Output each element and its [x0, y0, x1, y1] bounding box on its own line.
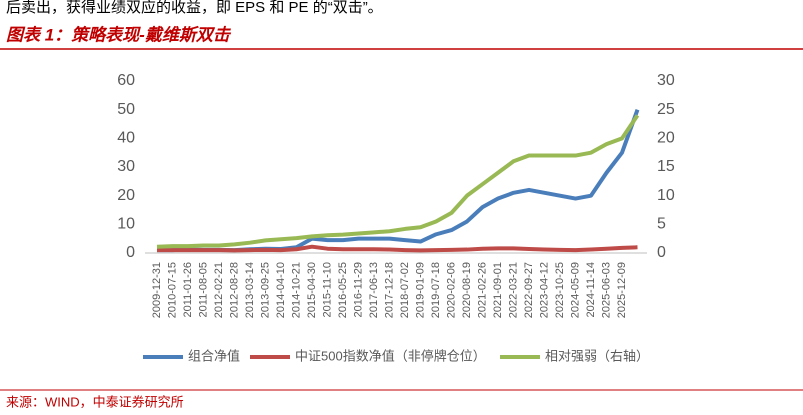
source: 来源：WIND，中泰证券研究所 [6, 394, 184, 409]
series-line [157, 244, 638, 253]
x-tick-label: 2016-05-25 [337, 262, 349, 318]
y-tick-label: 60 [117, 72, 135, 89]
x-tick-label: 2009-12-31 [151, 262, 163, 318]
y2-tick-label: 30 [657, 72, 675, 89]
x-tick-label: 2011-08-05 [197, 262, 209, 317]
x-tick-label: 2020-08-19 [461, 262, 473, 318]
y2-tick-label: 25 [657, 101, 675, 118]
y2-tick-label: 15 [657, 158, 675, 175]
x-tick-label: 2016-11-29 [352, 262, 364, 317]
x-tick-label: 2017-06-13 [368, 262, 380, 318]
x-tick-label: 2021-09-01 [492, 262, 504, 318]
y2-tick-label: 5 [657, 216, 666, 233]
y-tick-label: 0 [126, 244, 135, 261]
x-tick-label: 2022-03-21 [507, 262, 519, 318]
x-tick-label: 2014-04-10 [275, 262, 287, 318]
series-line [156, 114, 640, 249]
x-tick-label: 2023-04-12 [538, 262, 550, 318]
x-tick-label: 2017-12-18 [383, 262, 395, 318]
x-tick-label: 2023-10-25 [554, 262, 566, 318]
x-tick-label: 2012-08-28 [228, 262, 240, 318]
y-tick-label: 30 [117, 158, 135, 175]
x-tick-label: 2012-02-21 [213, 262, 225, 318]
legend-label: 组合净值 [188, 348, 240, 363]
y2-tick-label: 20 [657, 130, 675, 147]
y-tick-label: 20 [117, 187, 135, 204]
x-tick-label: 2024-11-14 [585, 262, 597, 317]
y2-tick-label: 0 [657, 244, 666, 261]
x-tick-label: 2022-09-27 [523, 262, 535, 318]
y2-tick-label: 10 [657, 187, 675, 204]
y-tick-label: 10 [117, 216, 135, 233]
x-tick-label: 2013-09-25 [259, 262, 271, 318]
x-tick-label: 2025-06-03 [600, 262, 612, 318]
y-tick-label: 40 [117, 130, 135, 147]
x-tick-label: 2020-02-06 [445, 262, 457, 318]
legend-label: 相对强弱（右轴） [545, 348, 649, 363]
x-tick-label: 2015-11-10 [321, 262, 333, 317]
x-tick-label: 2024-05-09 [569, 262, 581, 318]
legend-label: 中证500指数净值（非停牌仓位） [295, 348, 486, 363]
x-tick-label: 2021-02-26 [476, 262, 488, 318]
x-tick-label: 2013-03-14 [244, 262, 256, 318]
intro-text: 后卖出，获得业绩双应的收益，即 EPS 和 PE 的“双击”。 [6, 0, 383, 16]
x-tick-label: 2010-07-15 [166, 262, 178, 318]
x-tick-label: 2019-01-09 [414, 262, 426, 318]
x-tick-label: 2014-10-21 [290, 262, 302, 318]
x-tick-label: 2011-01-26 [182, 262, 194, 317]
x-tick-label: 2019-07-18 [430, 262, 442, 318]
chart: 0 10 20 30 40 50 60 0 5 10 15 20 25 30 2009-12-31 2010-… [117, 72, 675, 363]
figure-title: 图表 1：策略表现-戴维斯双击 [6, 25, 232, 44]
y-tick-label: 50 [117, 101, 135, 118]
x-tick-label: 2025-12-09 [616, 262, 628, 318]
x-tick-label: 2015-04-30 [306, 262, 318, 318]
x-tick-label: 2018-07-02 [399, 262, 411, 318]
